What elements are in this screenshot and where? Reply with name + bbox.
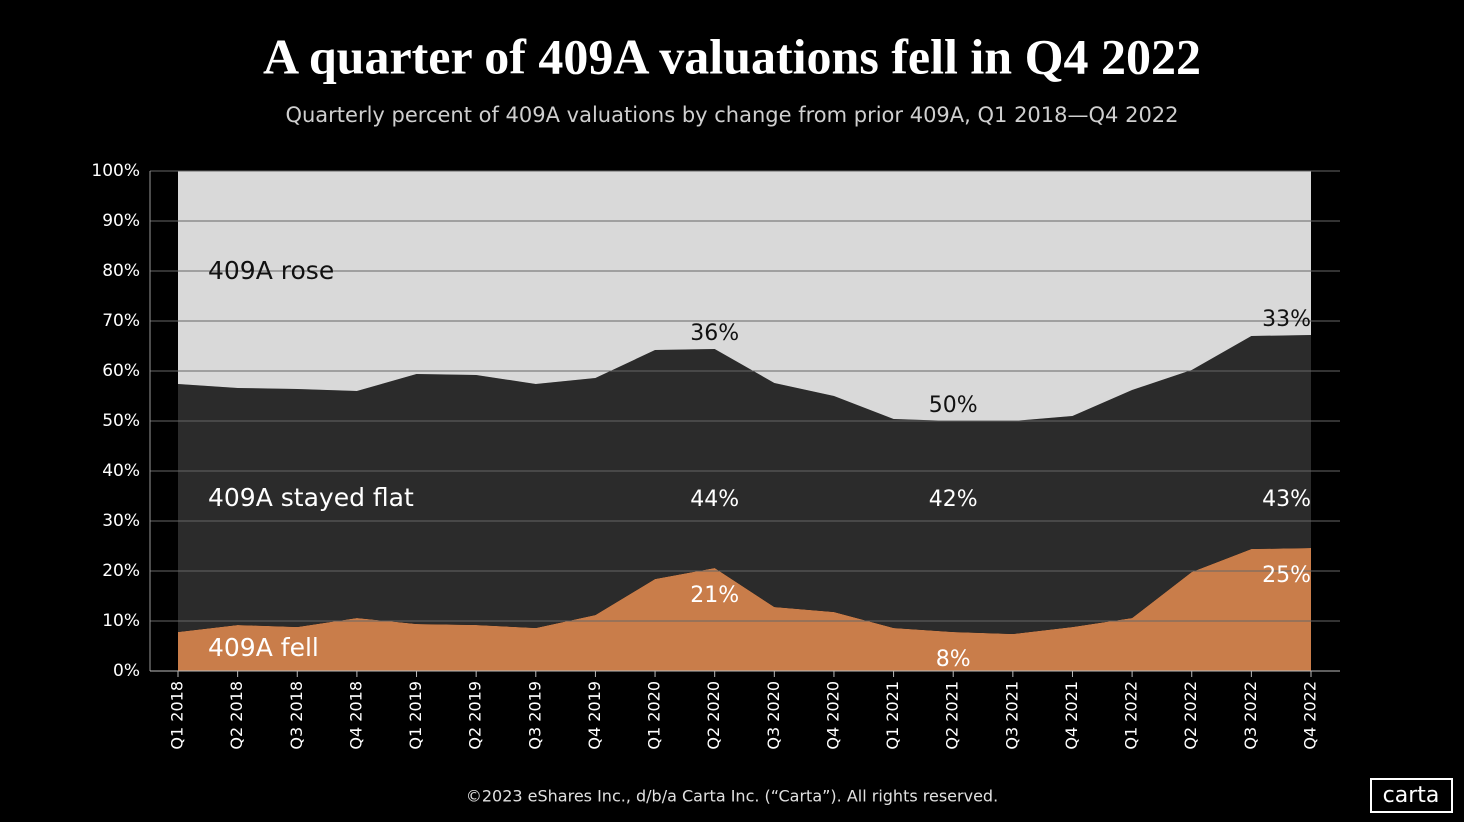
logo: carta bbox=[1383, 783, 1440, 808]
y-tick-label: 90% bbox=[102, 211, 140, 231]
data-label: 44% bbox=[690, 487, 739, 512]
y-tick-label: 80% bbox=[102, 261, 140, 281]
data-label: 21% bbox=[690, 583, 739, 608]
series-label: 409A stayed flat bbox=[208, 483, 414, 512]
y-tick-label: 40% bbox=[102, 461, 140, 481]
area bbox=[178, 548, 1311, 671]
x-tick-label: Q2 2021 bbox=[943, 681, 962, 750]
chart-title: A quarter of 409A valuations fell in Q4 … bbox=[263, 28, 1201, 84]
x-tick-label: Q1 2020 bbox=[645, 681, 664, 750]
x-tick-label: Q3 2021 bbox=[1002, 681, 1021, 750]
data-label: 8% bbox=[936, 647, 971, 672]
x-tick-label: Q4 2018 bbox=[346, 681, 365, 750]
x-tick-label: Q2 2022 bbox=[1181, 681, 1200, 750]
x-tick-label: Q1 2019 bbox=[406, 681, 425, 750]
x-tick-label: Q3 2019 bbox=[525, 681, 544, 750]
x-tick-label: Q3 2022 bbox=[1241, 681, 1260, 750]
series-label: 409A rose bbox=[208, 256, 334, 285]
area bbox=[178, 335, 1311, 634]
y-tick-label: 30% bbox=[102, 511, 140, 531]
x-tick-label: Q3 2020 bbox=[764, 681, 783, 750]
logo-box bbox=[1370, 778, 1453, 813]
x-tick-label: Q1 2021 bbox=[883, 681, 902, 750]
y-tick-label: 50% bbox=[102, 411, 140, 431]
chart-subtitle: Quarterly percent of 409A valuations by … bbox=[285, 103, 1178, 127]
series-label: 409A fell bbox=[208, 633, 319, 662]
x-tick-label: Q3 2018 bbox=[287, 681, 306, 750]
x-tick-label: Q2 2018 bbox=[227, 681, 246, 750]
x-tick-label: Q1 2018 bbox=[168, 681, 187, 750]
x-tick-label: Q1 2022 bbox=[1122, 681, 1141, 750]
data-label: 25% bbox=[1262, 563, 1311, 588]
data-label: 43% bbox=[1262, 487, 1311, 512]
data-label: 50% bbox=[929, 393, 978, 418]
data-label: 36% bbox=[690, 321, 739, 346]
y-tick-label: 0% bbox=[113, 661, 140, 681]
x-tick-label: Q2 2019 bbox=[466, 681, 485, 750]
y-tick-label: 70% bbox=[102, 311, 140, 331]
area bbox=[178, 171, 1311, 421]
x-tick-label: Q4 2021 bbox=[1062, 681, 1081, 750]
data-label: 42% bbox=[929, 487, 978, 512]
x-tick-label: Q4 2020 bbox=[823, 681, 842, 750]
footer: ©2023 eShares Inc., d/b/a Carta Inc. (“C… bbox=[466, 787, 998, 806]
x-tick-label: Q2 2020 bbox=[704, 681, 723, 750]
data-label: 33% bbox=[1262, 307, 1311, 332]
y-tick-label: 10% bbox=[102, 611, 140, 631]
y-tick-label: 100% bbox=[91, 161, 140, 181]
x-tick-label: Q4 2022 bbox=[1301, 681, 1320, 750]
x-tick-label: Q4 2019 bbox=[585, 681, 604, 750]
y-tick-label: 60% bbox=[102, 361, 140, 381]
y-tick-label: 20% bbox=[102, 561, 140, 581]
